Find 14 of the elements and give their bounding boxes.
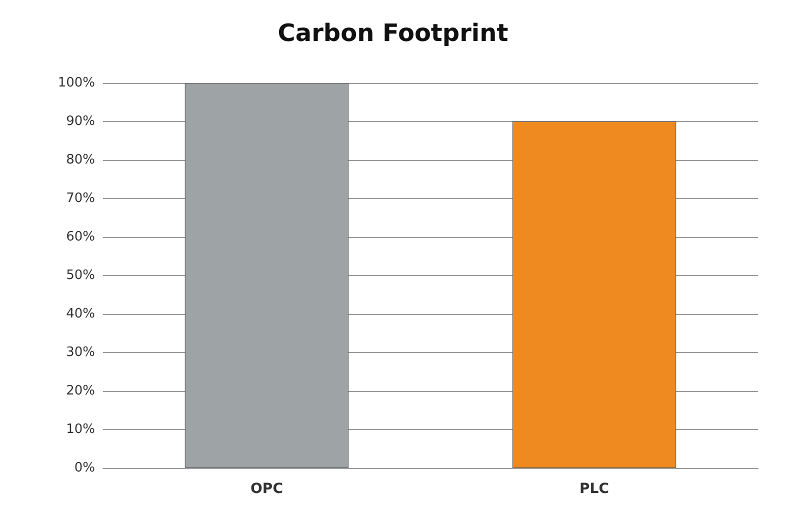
x-tick-label: OPC — [250, 481, 283, 497]
y-tick-label: 10% — [66, 422, 95, 437]
y-tick-label: 50% — [66, 268, 95, 283]
y-tick-label: 60% — [66, 230, 95, 244]
y-tick-label: 70% — [66, 191, 95, 206]
chart-title: Carbon Footprint — [278, 19, 508, 47]
x-tick-label: PLC — [580, 481, 609, 497]
y-tick-label: 100% — [58, 76, 95, 90]
y-tick-label: 0% — [74, 460, 95, 476]
y-tick-label: 20% — [66, 384, 95, 398]
y-tick-label: 30% — [66, 345, 95, 360]
y-tick-label: 80% — [66, 152, 95, 168]
y-tick-label: 90% — [66, 114, 95, 129]
y-tick-label: 40% — [66, 306, 95, 322]
